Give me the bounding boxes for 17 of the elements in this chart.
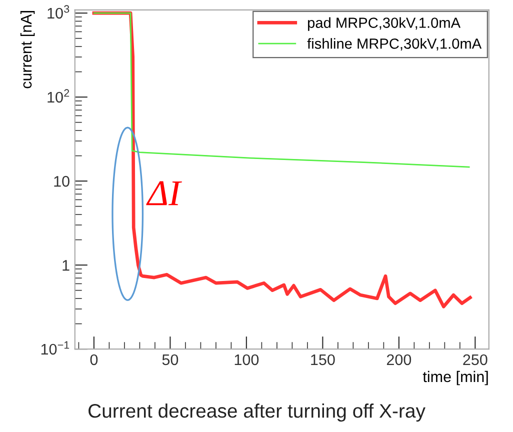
x-tick-label: 250 xyxy=(463,354,488,366)
y-tick-label: 10$^{2}$ xyxy=(48,89,70,103)
y-tick-label: 1 xyxy=(62,260,70,271)
legend-label: fishline MRPC,30kV,1.0mA xyxy=(307,38,482,51)
x-tick-label: 50 xyxy=(162,354,178,366)
x-tick-label: 0 xyxy=(90,354,98,366)
x-tick-label: 100 xyxy=(234,354,259,366)
x-tick-label: 200 xyxy=(386,354,412,366)
y-axis-title: current [nA] xyxy=(20,11,35,88)
y-tick-label: 10$^{−1}$ xyxy=(41,341,70,355)
annotation: ΔI xyxy=(146,181,182,206)
y-tick-label: 10 xyxy=(54,176,70,187)
x-tick-label: 150 xyxy=(311,354,335,366)
text: Current decrease after turning off X-ray xyxy=(88,403,426,422)
y-tick-label: 10$^{3}$ xyxy=(48,5,70,19)
x-axis-title: time [min] xyxy=(422,370,488,386)
legend-label: pad MRPC,30kV,1.0mA xyxy=(308,17,461,31)
